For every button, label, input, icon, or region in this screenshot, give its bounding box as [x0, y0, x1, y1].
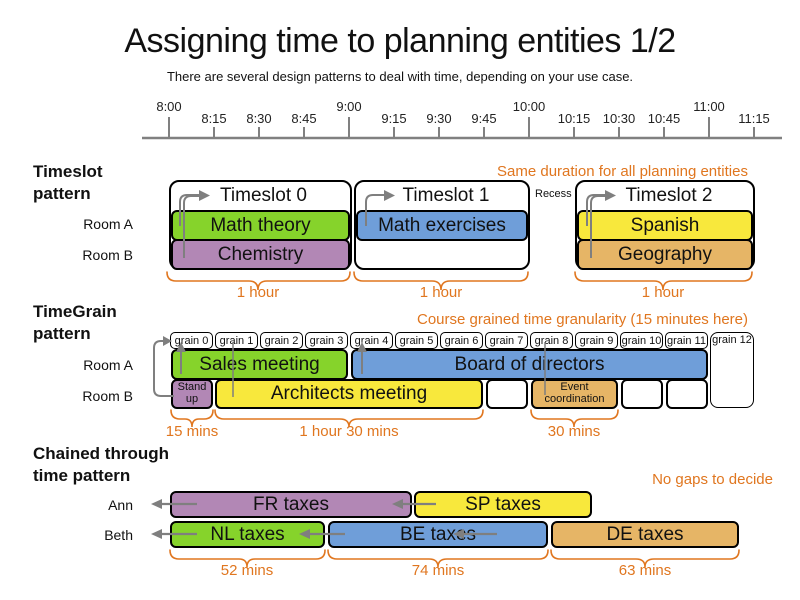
row-label-room-b: Room B [82, 247, 133, 263]
timeslot-section-heading: Timeslot pattern [33, 161, 103, 205]
tick-label-1045: 10:45 [647, 111, 681, 126]
event-geography: Geography [577, 239, 753, 270]
grain-box-6: grain 6 [440, 332, 483, 349]
arrowhead-left-icon [151, 529, 162, 539]
grain-box-7: grain 7 [485, 332, 528, 349]
grain-box-9: grain 9 [575, 332, 618, 349]
duration-label: 15 mins [165, 423, 219, 440]
row-label-room-a: Room A [83, 216, 133, 232]
event-fr-taxes: FR taxes [170, 491, 412, 518]
timeline-axis [142, 117, 782, 140]
grain-box-5: grain 5 [395, 332, 438, 349]
grain-box-8: grain 8 [530, 332, 573, 349]
duration-label: 1 hour [236, 284, 280, 301]
grain-box-2: grain 2 [260, 332, 303, 349]
tick-label-1115: 11:15 [738, 111, 770, 126]
timeslot-0-header: Timeslot 0 [220, 184, 307, 206]
event-nl-taxes: NL taxes [170, 521, 325, 548]
tick-label-845: 8:45 [291, 111, 317, 126]
empty-grain-10-cell [621, 379, 663, 409]
event-board-of-directors: Board of directors [351, 349, 708, 380]
row-label-room-a-2: Room A [83, 357, 133, 373]
event-sales-meeting: Sales meeting [171, 349, 348, 380]
timeslot-annotation: Same duration for all planning entities [497, 163, 748, 180]
timegrain-section-heading: TimeGrain pattern [33, 301, 117, 345]
timeslot-2-header: Timeslot 2 [625, 184, 713, 206]
event-be-taxes: BE taxes [328, 521, 548, 548]
empty-grain-7-cell [486, 379, 528, 409]
event-de-taxes: DE taxes [551, 521, 739, 548]
row-label-beth: Beth [104, 527, 133, 543]
event-math-theory: Math theory [171, 210, 350, 241]
tick-label-1030: 10:30 [602, 111, 636, 126]
row-label-room-b-2: Room B [82, 388, 133, 404]
tick-label-945: 9:45 [471, 111, 497, 126]
tick-label-800: 8:00 [156, 99, 182, 114]
event-sp-taxes: SP taxes [414, 491, 592, 518]
grain-box-3: grain 3 [305, 332, 348, 349]
tick-label-815: 8:15 [201, 111, 227, 126]
grain-box-10: grain 10 [620, 332, 663, 349]
duration-label: 30 mins [547, 423, 601, 440]
event-math-exercises: Math exercises [356, 210, 528, 241]
heading-line: time pattern [33, 466, 131, 485]
recess-label: Recess [535, 188, 572, 200]
event-stand-up: Stand up [171, 379, 213, 409]
page-subtitle: There are several design patterns to dea… [166, 69, 634, 84]
heading-line: pattern [33, 184, 91, 203]
arrowhead-left-icon [151, 499, 162, 509]
heading-line: Timeslot [33, 162, 103, 181]
event-event-coordination: Event coordination [531, 379, 618, 409]
duration-label: 63 mins [618, 562, 672, 579]
duration-label: 1 hour [419, 284, 463, 301]
row-label-ann: Ann [108, 497, 133, 513]
event-architects-meeting: Architects meeting [215, 379, 483, 409]
heading-line: pattern [33, 324, 91, 343]
grain-box-0: grain 0 [170, 332, 213, 349]
chained-section-heading: Chained through time pattern [33, 443, 169, 487]
duration-label: 52 mins [220, 562, 274, 579]
chained-annotation: No gaps to decide [652, 471, 773, 488]
grain-box-11: grain 11 [665, 332, 708, 349]
timeslot-1-header: Timeslot 1 [402, 184, 490, 206]
tick-label-930: 9:30 [426, 111, 452, 126]
timegrain-annotation: Course grained time granularity (15 minu… [417, 311, 748, 328]
duration-label: 1 hour 30 mins [299, 423, 399, 440]
event-chemistry: Chemistry [171, 239, 350, 270]
tick-label-915: 9:15 [381, 111, 407, 126]
tick-label-1015: 10:15 [557, 111, 591, 126]
empty-grain-11-cell [666, 379, 708, 409]
grain-box-4: grain 4 [350, 332, 393, 349]
event-spanish: Spanish [577, 210, 753, 241]
duration-label: 1 hour [641, 284, 685, 301]
grain-box-1: grain 1 [215, 332, 258, 349]
grain-box-12: grain 12 [710, 332, 754, 408]
heading-line: TimeGrain [33, 302, 117, 321]
tick-label-900: 9:00 [336, 99, 362, 114]
tick-label-1000: 10:00 [512, 99, 546, 114]
tick-label-1100: 11:00 [693, 99, 725, 114]
heading-line: Chained through [33, 444, 169, 463]
tick-label-830: 8:30 [246, 111, 272, 126]
page-title: Assigning time to planning entities 1/2 [124, 22, 676, 60]
duration-label: 74 mins [411, 562, 465, 579]
